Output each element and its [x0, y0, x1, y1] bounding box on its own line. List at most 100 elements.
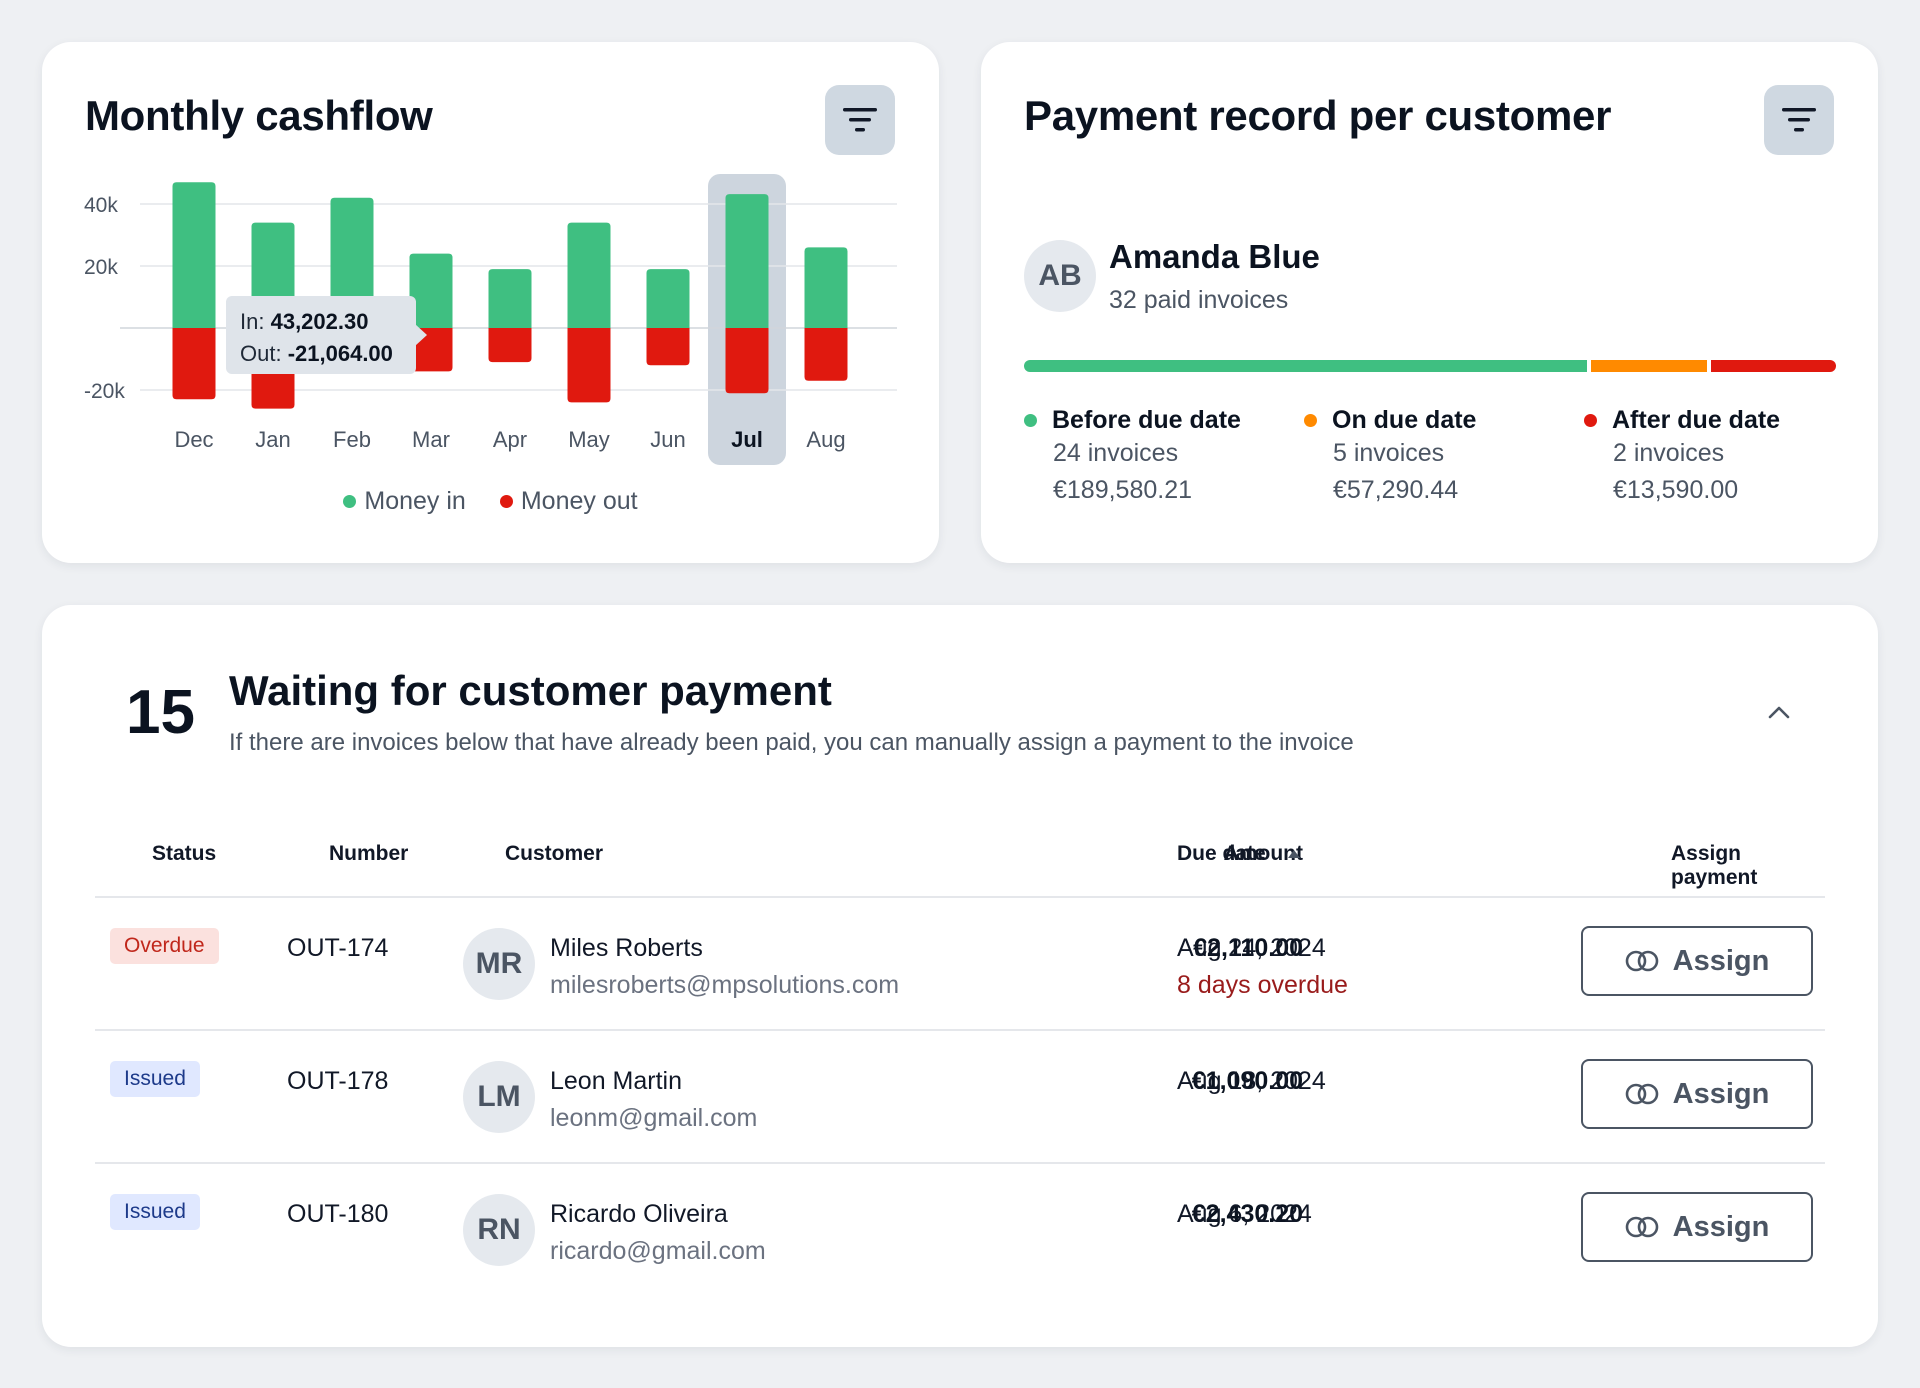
- after-due-amount: €13,590.00: [1613, 476, 1739, 504]
- filter-icon: [1782, 108, 1816, 132]
- tooltip-in-value: 43,202.30: [270, 309, 369, 334]
- before-due-dot: [1024, 414, 1037, 427]
- invoice-number[interactable]: OUT-180: [287, 1200, 389, 1228]
- bar-money-out-may: [567, 328, 611, 403]
- customer-email: ricardo@gmail.com: [550, 1237, 766, 1265]
- y-tick-label: 40k: [84, 194, 118, 217]
- sort-ascending-icon: [1287, 850, 1300, 858]
- assign-label: Assign: [1672, 1210, 1770, 1243]
- bar-money-in-mar: [409, 253, 453, 328]
- payment-record-title: Payment record per customer: [1024, 92, 1612, 139]
- x-tick-label: May: [568, 427, 610, 452]
- after-due-label: After due date: [1612, 406, 1781, 434]
- status-badge: Overdue: [110, 928, 219, 964]
- chevron-up-icon: [1768, 706, 1790, 719]
- before-due-count: 24 invoices: [1053, 439, 1179, 467]
- invoice-amount: €1,090.00: [1191, 1067, 1303, 1095]
- col-due-date-label: Due date: [1177, 842, 1266, 865]
- on-due-count: 5 invoices: [1333, 439, 1445, 467]
- on-due-dot: [1304, 414, 1317, 427]
- legend-money-in[interactable]: Money in: [343, 487, 466, 516]
- col-number: Number: [329, 842, 409, 865]
- x-tick-label: Jun: [650, 427, 685, 452]
- customer-avatar: RN: [463, 1194, 535, 1266]
- chart-legend: Money in Money out: [42, 487, 939, 516]
- cashflow-title: Monthly cashflow: [85, 92, 433, 139]
- on-due-label: On due date: [1332, 406, 1477, 434]
- invoice-number[interactable]: OUT-178: [287, 1067, 389, 1095]
- bar-money-out-aug: [804, 328, 848, 381]
- customer-paid-invoices: 32 paid invoices: [1109, 286, 1289, 314]
- invoice-number[interactable]: OUT-174: [287, 934, 389, 962]
- bar-money-in-aug: [804, 247, 848, 328]
- col-status: Status: [152, 842, 217, 865]
- money-out-dot: [499, 495, 513, 508]
- customer-email: milesroberts@mpsolutions.com: [550, 971, 900, 999]
- legend-money-out-label: Money out: [520, 487, 638, 515]
- due-date: Aug 6, 2024: [1177, 1200, 1312, 1228]
- customer-name: Miles Roberts: [550, 934, 703, 962]
- status-badge: Issued: [110, 1194, 200, 1230]
- y-tick-label: 20k: [84, 256, 118, 279]
- col-due-date[interactable]: Due date: [1177, 842, 1300, 866]
- table-row: Overdue OUT-174 MR Miles Roberts milesro…: [95, 898, 1825, 1031]
- assign-label: Assign: [1672, 944, 1770, 977]
- tooltip-out-label: Out:: [240, 341, 282, 366]
- before-due-segment: [1024, 360, 1587, 372]
- col-assign-payment: Assign payment: [1671, 842, 1758, 889]
- invoice-table: Status Number Customer Amount Due date A…: [95, 835, 1825, 1297]
- before-due-amount: €189,580.21: [1053, 476, 1193, 504]
- assign-button[interactable]: Assign: [1581, 926, 1813, 996]
- bar-money-in-dec: [172, 182, 216, 328]
- bar-money-in-feb: [330, 197, 374, 328]
- filter-icon: [843, 108, 877, 132]
- x-tick-label: Mar: [412, 427, 450, 452]
- col-amount: Amount: [1223, 842, 1303, 865]
- bar-money-in-jul: [725, 194, 769, 328]
- x-tick-label: Aug: [806, 427, 845, 452]
- bar-money-out-apr: [488, 328, 532, 363]
- waiting-subtitle: If there are invoices below that have al…: [229, 729, 1354, 756]
- assign-button[interactable]: Assign: [1581, 1192, 1813, 1262]
- due-date: Aug 24, 2024: [1177, 934, 1326, 962]
- bar-money-out-jun: [646, 328, 690, 366]
- payment-timing-bar: [1024, 360, 1836, 372]
- payment-record-card: Payment record per customer AB Amanda Bl…: [981, 42, 1878, 563]
- monthly-cashflow-card: Monthly cashflow 40k 20k -20k Dec Jan Feb Mar A…: [42, 42, 939, 563]
- x-tick-label: Jul: [731, 427, 763, 452]
- invoice-amount: €2,110.00: [1193, 934, 1303, 962]
- link-rings-icon: [1625, 1216, 1658, 1238]
- customer-avatar: MR: [463, 928, 535, 1000]
- bar-money-in-may: [567, 222, 611, 328]
- col-customer: Customer: [505, 842, 604, 865]
- table-row: Issued OUT-180 RN Ricardo Oliveira ricar…: [95, 1164, 1825, 1297]
- after-due-segment: [1711, 360, 1836, 372]
- table-row: Issued OUT-178 LM Leon Martin leonm@gmai…: [95, 1031, 1825, 1164]
- after-due-dot: [1584, 414, 1597, 427]
- assign-label: Assign: [1672, 1077, 1770, 1110]
- cashflow-filter-button[interactable]: [825, 85, 895, 155]
- x-tick-label: Dec: [174, 427, 213, 452]
- link-rings-icon: [1625, 950, 1658, 972]
- assign-button[interactable]: Assign: [1581, 1059, 1813, 1129]
- invoice-amount: €2,430.20: [1191, 1200, 1303, 1228]
- x-tick-label: Apr: [493, 427, 527, 452]
- collapse-button[interactable]: [1764, 697, 1794, 727]
- waiting-count: 15: [126, 678, 195, 747]
- on-due-stat: On due date 5 invoices €57,290.44: [1304, 406, 1476, 509]
- legend-money-out[interactable]: Money out: [499, 487, 638, 516]
- before-due-label: Before due date: [1052, 406, 1241, 434]
- waiting-title: Waiting for customer payment: [229, 667, 832, 714]
- tooltip-in-label: In:: [240, 309, 265, 334]
- after-due-stat: After due date 2 invoices €13,590.00: [1584, 406, 1780, 509]
- y-tick-label: -20k: [84, 380, 125, 403]
- bar-money-out-jul: [725, 328, 769, 394]
- before-due-stat: Before due date 24 invoices €189,580.21: [1024, 406, 1241, 509]
- status-badge: Issued: [110, 1061, 200, 1097]
- cashflow-bar-chart: 40k 20k -20k Dec Jan Feb Mar Apr May Jun Jul Aug: [84, 174, 897, 465]
- x-tick-label: Feb: [333, 427, 371, 452]
- on-due-segment: [1590, 360, 1708, 372]
- customer-avatar: LM: [463, 1061, 535, 1133]
- payment-record-filter-button[interactable]: [1764, 85, 1834, 155]
- link-rings-icon: [1625, 1083, 1658, 1105]
